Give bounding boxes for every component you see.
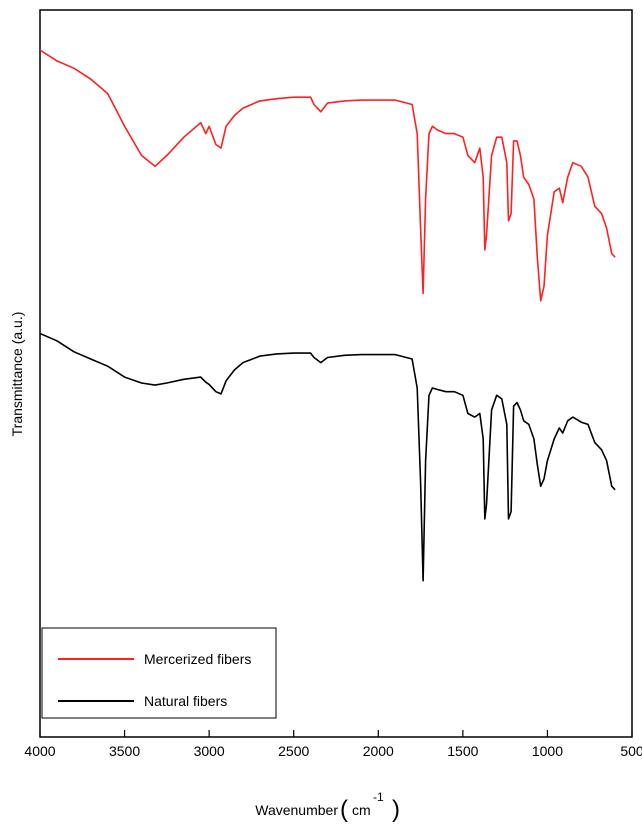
x-axis-ticks: 4000 3500 3000 2500 2000 1500 1000 500: [24, 730, 642, 759]
legend: Mercerized fibers Natural fibers: [41, 627, 277, 719]
x-tick-label: 1000: [532, 743, 563, 759]
x-tick-label: 2500: [278, 743, 309, 759]
x-axis-unit-exponent: -1: [373, 790, 384, 804]
x-tick-label: 1500: [447, 743, 478, 759]
x-axis-unit-base: cm: [352, 802, 371, 818]
y-axis-title: Transmittance (a.u.): [9, 312, 25, 437]
x-tick-label: 500: [620, 743, 642, 759]
series-line-mercerized: [39, 49, 616, 302]
plot-area: [39, 9, 633, 738]
x-tick-label: 2000: [363, 743, 394, 759]
x-axis-unit-open-paren: (: [340, 796, 348, 823]
x-tick-label: 4000: [24, 743, 55, 759]
x-tick-label: 3000: [194, 743, 225, 759]
x-axis-title-group: Wavenumber ( cm -1 ): [255, 790, 400, 823]
series-line-natural: [39, 332, 616, 582]
legend-label-mercerized: Mercerized fibers: [144, 651, 251, 667]
legend-box: [41, 627, 277, 719]
x-axis-unit-close-paren: ): [392, 796, 400, 823]
x-axis-title: Wavenumber: [255, 802, 338, 818]
series-lines: [39, 49, 616, 582]
legend-label-natural: Natural fibers: [144, 693, 227, 709]
x-tick-label: 3500: [109, 743, 140, 759]
